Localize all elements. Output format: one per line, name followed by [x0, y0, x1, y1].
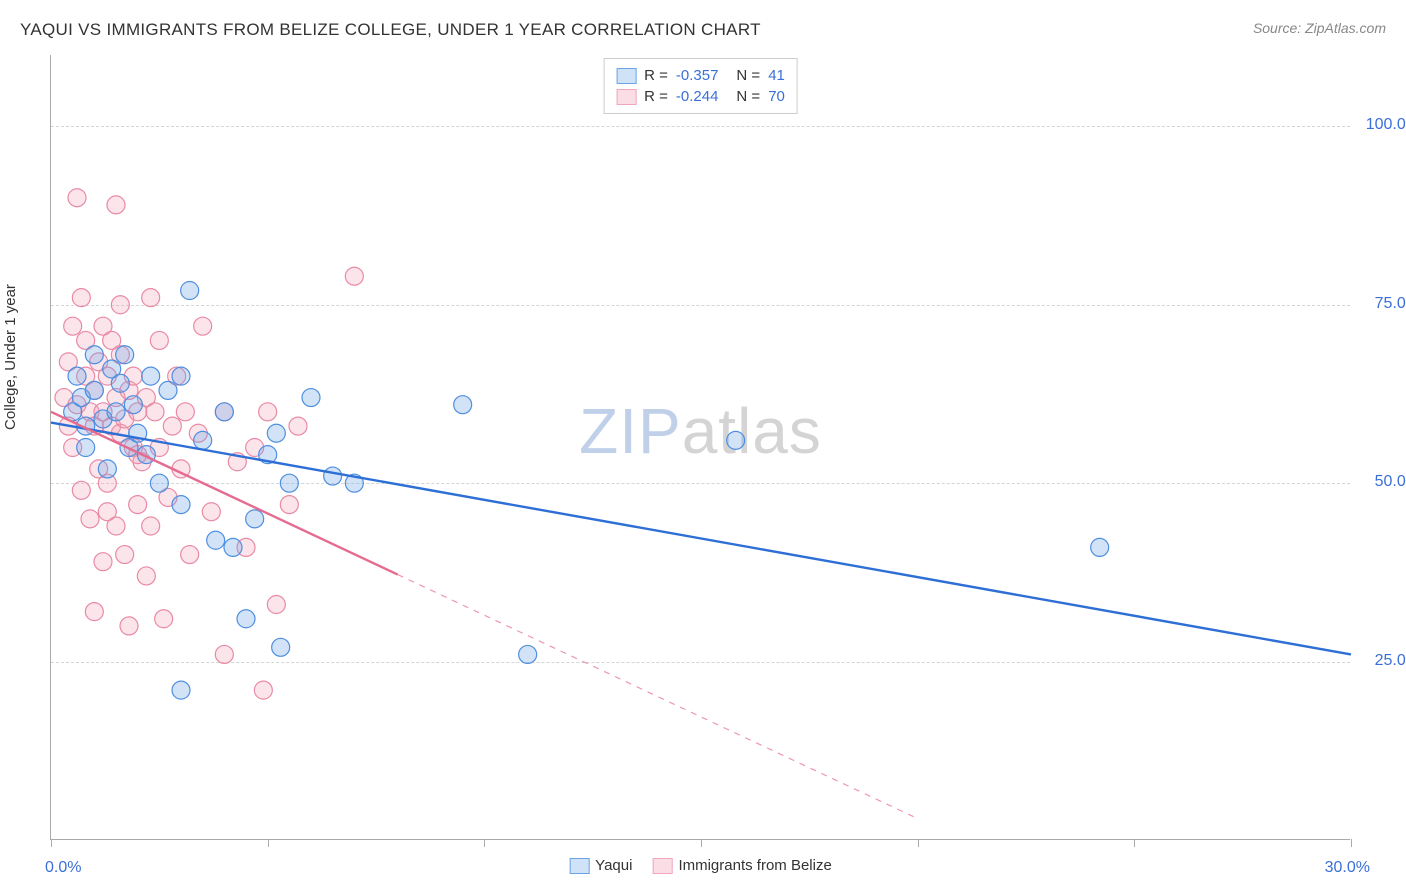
correlation-legend: R = -0.357 N = 41 R = -0.244 N = 70 — [603, 58, 798, 114]
scatter-point — [107, 196, 125, 214]
scatter-point — [85, 603, 103, 621]
scatter-point — [94, 553, 112, 571]
y-tick-label: 75.0% — [1375, 295, 1406, 313]
r-value-belize: -0.244 — [676, 88, 719, 105]
source-label: Source: ZipAtlas.com — [1253, 20, 1386, 36]
x-min-label: 0.0% — [45, 859, 81, 877]
scatter-point — [142, 517, 160, 535]
scatter-point — [345, 267, 363, 285]
scatter-point — [324, 467, 342, 485]
scatter-point — [120, 617, 138, 635]
scatter-point — [302, 389, 320, 407]
scatter-point — [280, 496, 298, 514]
scatter-point — [224, 538, 242, 556]
scatter-point — [215, 403, 233, 421]
scatter-point — [81, 510, 99, 528]
scatter-point — [259, 403, 277, 421]
r-value-yaqui: -0.357 — [676, 67, 719, 84]
legend-item-belize: Immigrants from Belize — [652, 857, 831, 874]
scatter-point — [142, 289, 160, 307]
x-max-label: 30.0% — [1325, 859, 1370, 877]
scatter-point — [111, 374, 129, 392]
scatter-point — [64, 317, 82, 335]
scatter-point — [194, 431, 212, 449]
chart-title: YAQUI VS IMMIGRANTS FROM BELIZE COLLEGE,… — [20, 20, 761, 40]
scatter-point — [237, 610, 255, 628]
scatter-point — [176, 403, 194, 421]
scatter-point — [267, 424, 285, 442]
scatter-point — [172, 496, 190, 514]
scatter-point — [246, 510, 264, 528]
scatter-point — [267, 596, 285, 614]
scatter-point — [181, 282, 199, 300]
scatter-point — [85, 346, 103, 364]
scatter-point — [172, 367, 190, 385]
scatter-svg — [51, 55, 1350, 839]
scatter-point — [68, 189, 86, 207]
legend-swatch-icon — [652, 858, 672, 874]
legend-swatch-yaqui — [616, 68, 636, 84]
scatter-point — [1091, 538, 1109, 556]
scatter-point — [68, 367, 86, 385]
y-tick-label: 100.0% — [1366, 116, 1406, 134]
series-legend: Yaqui Immigrants from Belize — [569, 857, 832, 874]
scatter-point — [137, 567, 155, 585]
scatter-point — [207, 531, 225, 549]
scatter-point — [272, 638, 290, 656]
scatter-point — [254, 681, 272, 699]
legend-row-belize: R = -0.244 N = 70 — [616, 86, 785, 107]
scatter-point — [98, 503, 116, 521]
legend-swatch-icon — [569, 858, 589, 874]
scatter-point — [202, 503, 220, 521]
legend-swatch-belize — [616, 89, 636, 105]
scatter-point — [111, 296, 129, 314]
scatter-point — [727, 431, 745, 449]
n-value-yaqui: 41 — [768, 67, 785, 84]
scatter-point — [146, 403, 164, 421]
scatter-point — [159, 381, 177, 399]
scatter-point — [519, 645, 537, 663]
trend-line-dashed — [398, 575, 918, 819]
scatter-point — [454, 396, 472, 414]
legend-label: Immigrants from Belize — [678, 857, 831, 874]
scatter-point — [72, 481, 90, 499]
legend-item-yaqui: Yaqui — [569, 857, 632, 874]
n-value-belize: 70 — [768, 88, 785, 105]
y-tick-label: 50.0% — [1375, 473, 1406, 491]
scatter-point — [172, 681, 190, 699]
chart-plot-area: ZIPatlas 25.0%50.0%75.0%100.0% R = -0.35… — [50, 55, 1350, 840]
scatter-point — [181, 546, 199, 564]
scatter-point — [163, 417, 181, 435]
scatter-point — [116, 546, 134, 564]
scatter-point — [124, 396, 142, 414]
scatter-point — [77, 439, 95, 457]
scatter-point — [194, 317, 212, 335]
scatter-point — [107, 403, 125, 421]
scatter-point — [142, 367, 160, 385]
y-tick-label: 25.0% — [1375, 652, 1406, 670]
scatter-point — [129, 496, 147, 514]
scatter-point — [289, 417, 307, 435]
scatter-point — [85, 381, 103, 399]
y-axis-label: College, Under 1 year — [2, 284, 19, 430]
scatter-point — [215, 645, 233, 663]
scatter-point — [98, 460, 116, 478]
legend-row-yaqui: R = -0.357 N = 41 — [616, 65, 785, 86]
legend-label: Yaqui — [595, 857, 632, 874]
scatter-point — [150, 331, 168, 349]
scatter-point — [280, 474, 298, 492]
scatter-point — [72, 289, 90, 307]
scatter-point — [150, 474, 168, 492]
chart-header: YAQUI VS IMMIGRANTS FROM BELIZE COLLEGE,… — [20, 20, 1386, 40]
scatter-point — [116, 346, 134, 364]
scatter-point — [155, 610, 173, 628]
